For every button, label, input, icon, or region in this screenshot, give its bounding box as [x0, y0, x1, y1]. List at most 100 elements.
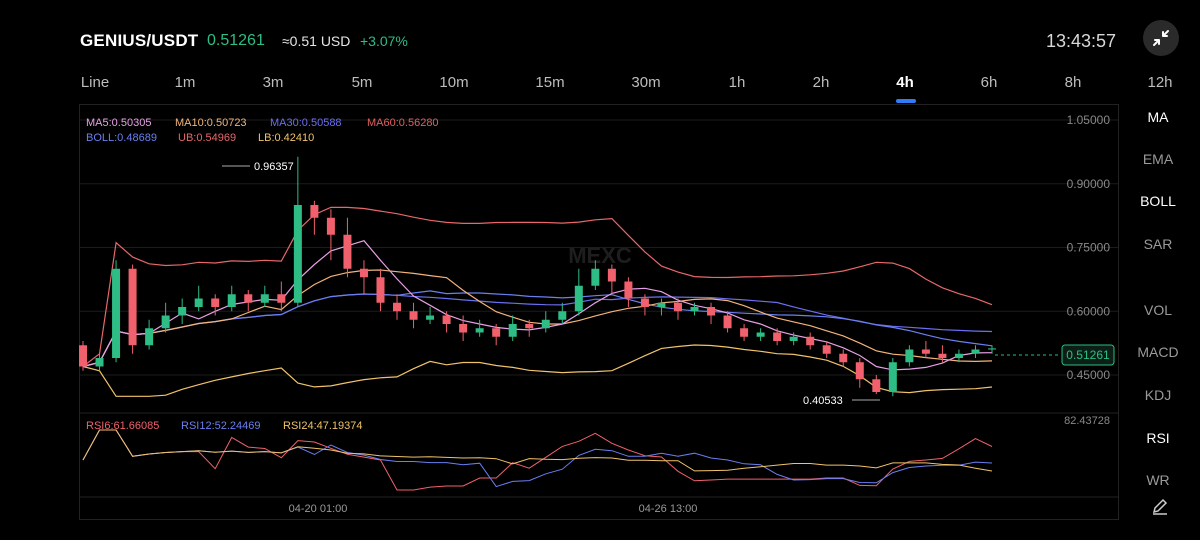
- candle-body: [905, 349, 914, 363]
- boll-mid-line: [82, 290, 993, 368]
- price-change: +3.07%: [360, 33, 408, 49]
- candle-body: [194, 298, 203, 307]
- candle-body: [690, 307, 699, 312]
- indicator-sar[interactable]: SAR: [1143, 236, 1173, 252]
- high-label: 0.96357: [254, 161, 294, 173]
- boll-upper-line: [82, 206, 993, 367]
- candle-body: [178, 307, 187, 316]
- candle-body: [459, 324, 468, 333]
- candle-body: [343, 234, 352, 269]
- ma10-line: [82, 269, 993, 368]
- tab-30m[interactable]: 30m: [631, 74, 661, 91]
- candle-body: [508, 324, 517, 337]
- candle-body: [888, 362, 897, 392]
- tab-1h[interactable]: 1h: [728, 74, 746, 91]
- candle-body: [426, 315, 435, 320]
- indicator-vol[interactable]: VOL: [1143, 302, 1172, 318]
- candle-body: [112, 268, 121, 358]
- candle-body: [574, 285, 583, 312]
- candle-body: [161, 315, 170, 329]
- tab-1m[interactable]: 1m: [174, 74, 196, 91]
- candle-body: [409, 311, 418, 320]
- x-label: 04-20 01:00: [289, 503, 348, 515]
- candle-body: [756, 332, 765, 337]
- indicator-kdj[interactable]: KDJ: [1144, 387, 1172, 403]
- legend-ma60: MA60:0.56280: [367, 117, 439, 129]
- pencil-icon: [1152, 498, 1168, 515]
- candles: [79, 156, 996, 397]
- indicator-lines: [82, 206, 993, 397]
- indicator-boll[interactable]: BOLL: [1140, 193, 1176, 209]
- tab-5m[interactable]: 5m: [351, 74, 373, 91]
- rsi-lines: [82, 429, 993, 491]
- tab-line[interactable]: Line: [80, 74, 110, 91]
- indicator-wr[interactable]: WR: [1146, 472, 1170, 488]
- indicator-ema[interactable]: EMA: [1142, 151, 1174, 167]
- draw-tool-button[interactable]: [1150, 496, 1170, 521]
- candle-body: [938, 353, 947, 358]
- low-marker: 0.40533: [803, 395, 880, 407]
- tab-12h[interactable]: 12h: [1147, 74, 1173, 91]
- candle-body: [855, 362, 864, 380]
- tab-10m[interactable]: 10m: [439, 74, 469, 91]
- candle-body: [822, 345, 831, 354]
- rsi-max-label: 82.43728: [1064, 415, 1110, 427]
- legend-ub: UB:0.54969: [178, 132, 236, 144]
- y-tick-label: 0.75000: [1067, 241, 1111, 255]
- usd-approx: ≈0.51 USD: [282, 33, 351, 49]
- indicator-macd[interactable]: MACD: [1137, 344, 1179, 360]
- y-tick-label: 0.60000: [1067, 304, 1111, 318]
- tab-2h[interactable]: 2h: [812, 74, 830, 91]
- candle-body: [921, 349, 930, 354]
- y-tick-label: 0.45000: [1067, 368, 1111, 382]
- candle-body: [525, 324, 534, 329]
- legend-rsi12: RSI12:52.24469: [181, 420, 261, 432]
- collapse-button[interactable]: [1143, 20, 1179, 56]
- candle-body: [988, 348, 996, 350]
- candle-body: [954, 353, 963, 358]
- ma30-line: [82, 293, 993, 368]
- candle-body: [673, 302, 682, 312]
- candle-body: [211, 298, 220, 307]
- tab-4h[interactable]: 4h: [896, 74, 914, 91]
- low-label: 0.40533: [803, 395, 843, 407]
- candle-body: [492, 328, 501, 337]
- tab-3m[interactable]: 3m: [262, 74, 284, 91]
- candle-body: [591, 268, 600, 286]
- rsi12-line: [82, 429, 993, 488]
- candle-body: [227, 294, 236, 307]
- clock: 13:43:57: [1046, 31, 1117, 51]
- candle-body: [657, 302, 666, 307]
- candle-body: [558, 311, 567, 320]
- collapse-icon: [1153, 30, 1169, 46]
- candle-body: [145, 328, 154, 346]
- chart-frame: [79, 104, 1119, 520]
- candle-body: [79, 345, 87, 367]
- y-axis-labels: 1.05000 0.90000 0.75000 0.60000 0.45000: [1067, 113, 1111, 382]
- tab-15m[interactable]: 15m: [535, 74, 565, 91]
- legend-ma5: MA5:0.50305: [86, 117, 151, 129]
- candle-body: [277, 294, 286, 303]
- candle-body: [707, 307, 716, 316]
- candle-body: [326, 217, 335, 235]
- candle-body: [839, 353, 848, 363]
- y-tick-label: 1.05000: [1067, 113, 1111, 127]
- candle-body: [789, 336, 798, 341]
- tab-6h[interactable]: 6h: [980, 74, 998, 91]
- candle-body: [359, 268, 368, 278]
- rsi6-line: [82, 429, 993, 491]
- tab-8h[interactable]: 8h: [1064, 74, 1082, 91]
- indicator-ma[interactable]: MA: [1147, 109, 1169, 125]
- x-label: 04-26 13:00: [639, 503, 698, 515]
- last-price-tag-label: 0.51261: [1066, 348, 1110, 362]
- candle-body: [773, 332, 782, 341]
- candle-body: [95, 358, 104, 367]
- indicator-rsi[interactable]: RSI: [1146, 430, 1170, 446]
- candle-body: [971, 349, 980, 354]
- candle-body: [393, 302, 402, 312]
- pair-title[interactable]: GENIUS/USDT: [80, 31, 199, 50]
- candle-body: [740, 328, 749, 337]
- last-price: 0.51261: [207, 32, 265, 49]
- candle-body: [244, 294, 253, 303]
